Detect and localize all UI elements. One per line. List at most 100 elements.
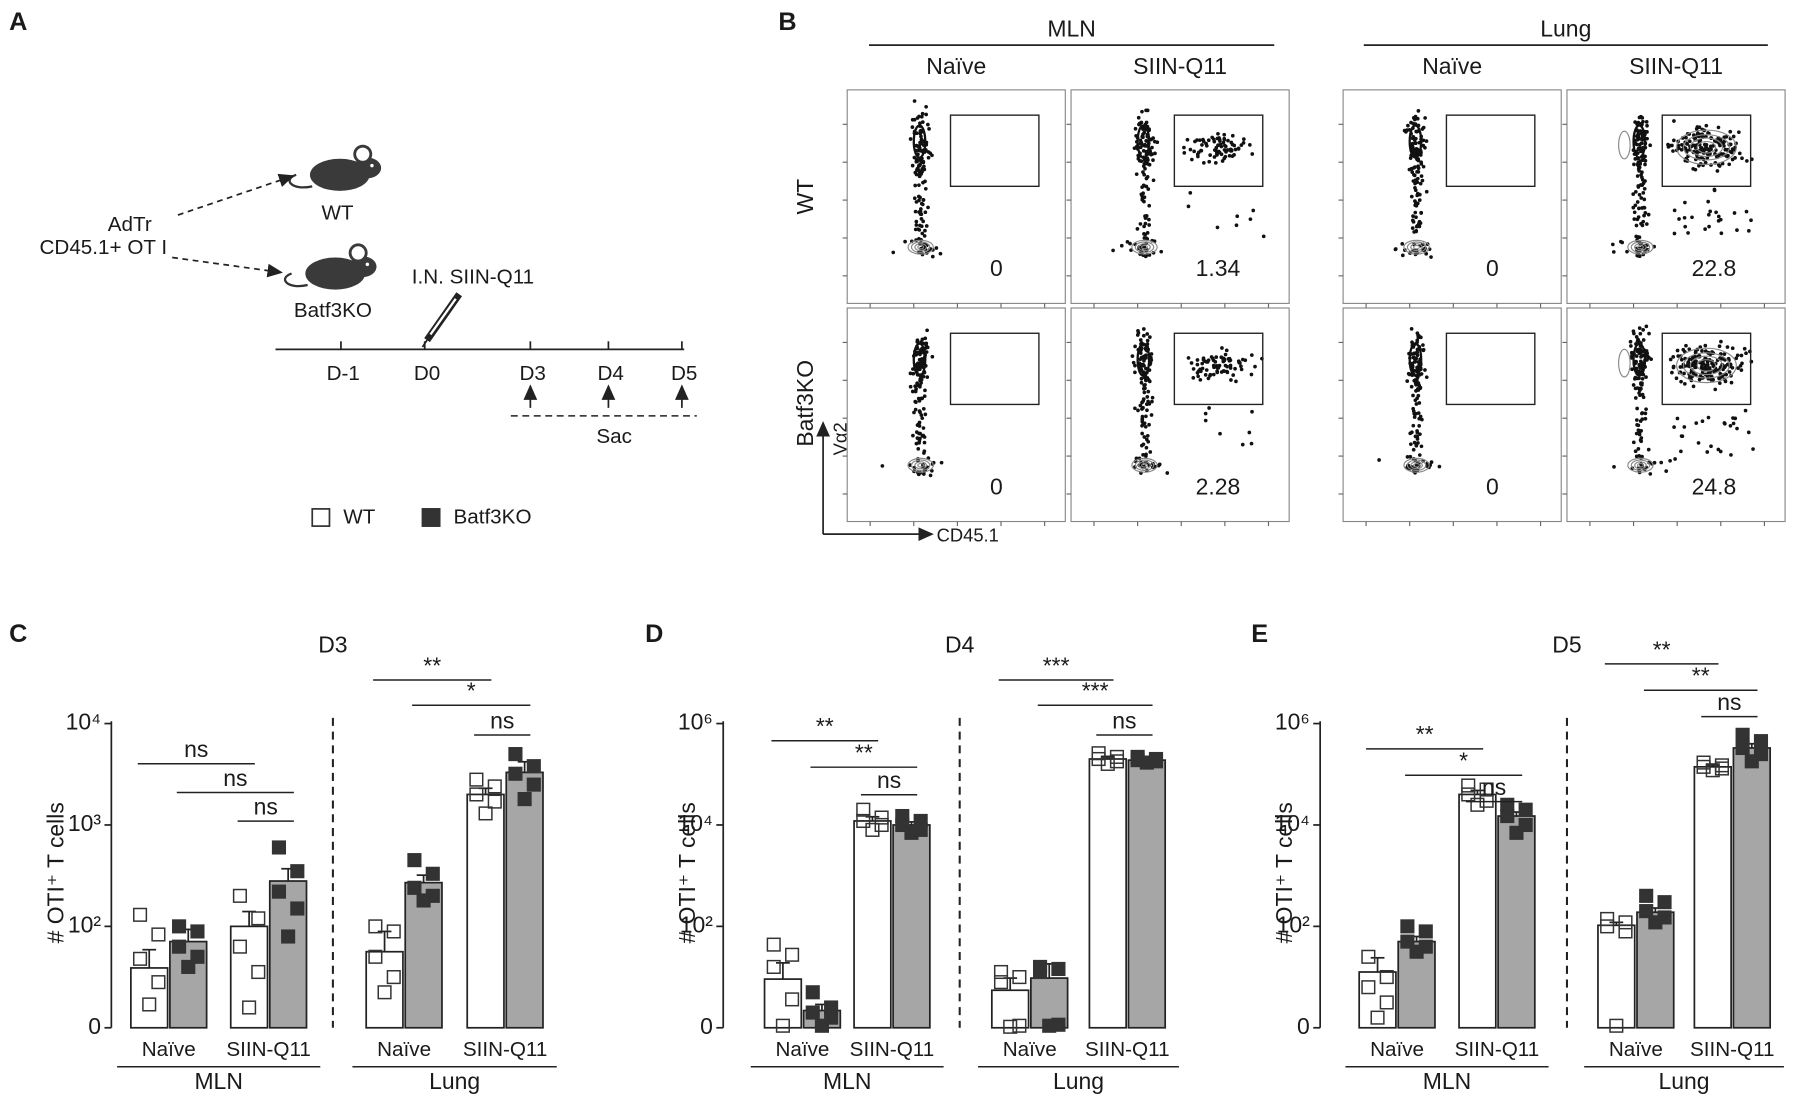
event-dot <box>918 348 923 353</box>
event-dot <box>1133 363 1137 368</box>
data-point <box>1648 915 1663 930</box>
event-dot <box>1684 135 1688 140</box>
contour <box>1408 124 1423 159</box>
event-dot <box>1203 411 1208 416</box>
event-dot <box>920 120 925 124</box>
event-dot <box>1234 223 1239 228</box>
event-dot <box>1408 454 1413 459</box>
event-dot <box>1414 152 1418 157</box>
event-dot <box>1141 442 1146 447</box>
contour <box>1131 239 1158 255</box>
data-point <box>1600 919 1615 934</box>
y-axis-label: # OTI⁺ T cells <box>674 802 700 943</box>
significance-label: ** <box>1653 636 1671 662</box>
event-dot <box>1633 189 1638 194</box>
event-dot <box>1197 138 1202 143</box>
event-dot <box>1703 343 1708 348</box>
event-dot <box>919 217 924 221</box>
event-dot <box>910 389 915 394</box>
event-dot <box>924 104 928 109</box>
event-dot <box>1640 417 1645 422</box>
event-dot <box>1234 379 1238 384</box>
event-dot <box>1743 408 1748 413</box>
event-dot <box>1409 384 1414 389</box>
event-dot <box>1188 190 1193 195</box>
event-dot <box>912 196 917 201</box>
event-dot <box>1135 333 1140 337</box>
event-dot <box>1140 431 1145 436</box>
event-dot <box>1213 161 1218 165</box>
data-point <box>386 924 401 939</box>
event-dot <box>1200 361 1205 366</box>
significance-label: ** <box>816 713 834 739</box>
event-dot <box>924 343 929 348</box>
plot-frame <box>846 89 1066 304</box>
event-dot <box>1641 191 1646 195</box>
event-dot <box>921 472 926 476</box>
event-dot <box>1413 203 1418 208</box>
event-dot <box>1745 159 1749 163</box>
significance-label: ns <box>1717 689 1741 715</box>
treatment-label: I.N. SIIN-Q11 <box>412 266 534 289</box>
event-dot <box>914 172 919 177</box>
event-dot <box>1230 133 1235 138</box>
event-dot <box>1414 411 1418 416</box>
event-dot <box>917 357 922 362</box>
event-dot <box>1133 406 1137 411</box>
event-dot <box>1223 352 1228 357</box>
contour <box>1689 355 1724 376</box>
timeline-label: D5 <box>671 362 697 385</box>
event-dot <box>913 399 918 404</box>
event-dot <box>1149 152 1153 157</box>
event-dot <box>918 223 922 228</box>
contour <box>1410 461 1423 470</box>
event-dot <box>1128 241 1132 246</box>
event-dot <box>1377 458 1381 462</box>
event-dot <box>1142 224 1146 229</box>
event-dot <box>1424 375 1429 380</box>
contour <box>1134 241 1155 253</box>
event-dot <box>917 145 921 149</box>
event-dot <box>921 180 925 185</box>
event-dot <box>1672 208 1677 213</box>
data-point <box>1139 755 1154 770</box>
data-point <box>1470 797 1485 812</box>
event-dot <box>1142 363 1146 368</box>
contour <box>1630 241 1651 253</box>
bar <box>169 940 208 1029</box>
event-dot <box>1409 326 1414 331</box>
contour <box>1627 239 1654 255</box>
event-dot <box>1419 372 1424 376</box>
event-dot <box>1196 154 1200 159</box>
event-dot <box>1679 357 1684 362</box>
event-dot <box>920 111 925 116</box>
event-dot <box>1405 379 1410 383</box>
event-dot <box>1210 356 1215 361</box>
event-dot <box>1725 345 1730 349</box>
event-dot <box>1639 386 1643 391</box>
event-dot <box>1144 176 1149 181</box>
data-point <box>1418 924 1433 939</box>
data-point <box>1461 787 1476 802</box>
y-axis-label: # OTI⁺ T cells <box>42 802 68 943</box>
donor-label: AdTr <box>108 213 152 236</box>
contour <box>1141 462 1148 468</box>
event-dot <box>1146 162 1150 166</box>
event-dot <box>1643 211 1648 215</box>
event-dot <box>1413 434 1418 439</box>
event-dot <box>1637 235 1642 240</box>
flow-plot <box>1562 89 1786 309</box>
event-dot <box>1708 209 1713 214</box>
event-dot <box>1226 138 1230 143</box>
event-dot <box>1143 214 1147 218</box>
panel-label: E <box>1251 620 1268 648</box>
panel-label: D <box>645 620 663 648</box>
group-label: Lung <box>1540 15 1591 41</box>
y-tick-label: 0 <box>700 1013 713 1039</box>
event-dot <box>1193 139 1197 144</box>
event-dot <box>912 117 917 122</box>
event-dot <box>1674 376 1679 381</box>
event-dot <box>1206 358 1211 363</box>
event-dot <box>1672 119 1676 123</box>
significance-label: * <box>1459 748 1468 774</box>
